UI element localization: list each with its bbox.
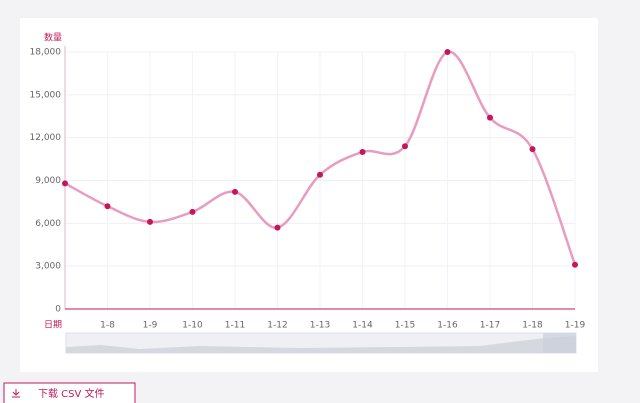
data-point [189,208,196,215]
y-tick-label: 0 [55,305,61,315]
data-point [359,148,366,155]
x-tick-label: 1-10 [182,321,203,331]
x-tick-label: 1-12 [267,321,287,331]
data-point [147,218,153,225]
x-tick-label: 1-14 [352,321,373,331]
data-point [529,146,536,153]
slider-preview [66,336,576,353]
y-tick-label: 6,000 [35,219,61,229]
download-icon [12,389,20,398]
x-tick-label: 1-15 [395,321,415,331]
data-point [402,143,408,150]
data-point [317,171,323,178]
data-point [487,114,493,121]
data-point [444,49,451,55]
data-point [572,261,578,268]
x-axis-title: 日期 [44,320,62,331]
x-tick-label: 1-17 [480,321,500,331]
x-tick-label: 1-16 [437,321,458,331]
y-axis-title: 数量 [44,32,62,44]
y-tick-label: 9,000 [35,176,61,186]
x-tick-label: 1-19 [565,321,586,331]
x-tick-label: 1-11 [225,321,245,331]
y-tick-label: 18,000 [30,48,62,58]
data-point [62,180,68,187]
download-button[interactable] [3,382,136,403]
data-point [274,224,281,231]
y-tick-label: 15,000 [30,90,62,100]
data-point [104,203,111,210]
y-tick-label: 12,000 [30,133,62,143]
slider-window[interactable] [543,333,576,353]
y-tick-label: 3,000 [35,262,61,272]
card [20,18,598,372]
x-tick-label: 1-18 [522,321,543,331]
button-label[interactable]: 下载 CSV 文件 [38,387,105,400]
x-tick-label: 1-9 [143,321,158,331]
series-line [64,50,577,266]
data-point [232,188,238,195]
x-tick-label: 1-13 [310,321,330,331]
x-tick-label: 1-8 [100,321,115,331]
